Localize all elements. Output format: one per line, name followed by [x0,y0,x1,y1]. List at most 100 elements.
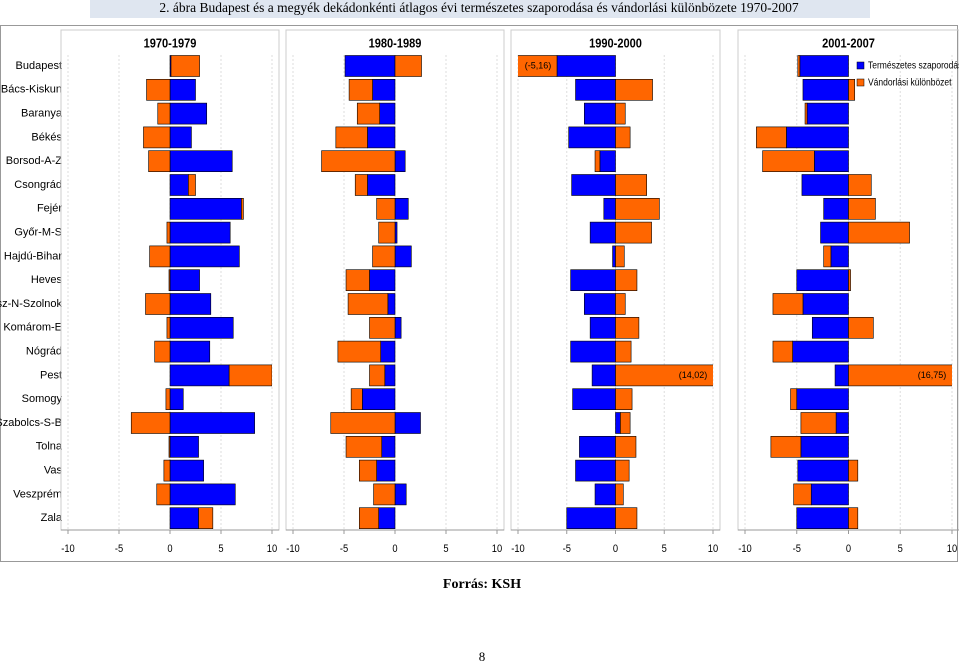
bar [169,79,196,101]
bar [848,269,851,292]
bar [579,435,616,458]
x-tick-label: 0 [392,543,397,555]
bar [394,483,407,506]
bar [762,150,815,172]
bar [823,245,832,268]
category-label: Fejér [37,203,62,215]
category-label: Veszprém [13,488,62,500]
bar [169,388,184,411]
x-tick-label: 0 [167,543,172,555]
bar [335,126,368,149]
bar [154,340,171,363]
category-label: Budapest [16,60,62,72]
category-label: Borsod-A-Z [6,155,63,167]
bar [801,174,849,196]
bars [756,55,952,530]
bar [800,435,849,458]
bar [169,174,189,196]
bar [568,126,616,149]
panel-title: 2001-2007 [822,36,875,51]
bar [615,316,640,339]
bar [615,102,626,125]
bar [575,79,616,101]
bar [321,150,396,172]
bar [583,293,616,315]
bar [615,459,630,482]
bar [369,364,386,387]
bar [615,412,621,434]
chart-frame [0,25,958,562]
bar [372,245,396,268]
series [344,55,421,530]
bar [157,102,171,125]
bar [156,483,171,506]
series [130,55,272,530]
bar [603,198,616,220]
bar [369,316,396,339]
bar [169,412,255,434]
bar [394,221,398,244]
bar [848,198,876,220]
bar [589,221,616,244]
bar [770,435,802,458]
bar [350,388,363,411]
bar [796,507,849,530]
bar [168,269,171,292]
bar [615,79,653,101]
bar [381,435,396,458]
bar [394,55,422,77]
bar [376,198,396,220]
bar [169,293,212,315]
bar [848,507,859,530]
x-tick-label: 10 [708,543,719,555]
bar [797,55,801,77]
bar [143,126,171,149]
category-label: Pest [40,369,62,381]
bar [848,221,910,244]
bar [166,316,171,339]
category-label: Heves [31,274,63,286]
category-label: Hajdú-Bihar [4,250,62,262]
bar [344,55,396,77]
bar [518,55,558,77]
bar [848,79,856,101]
category-label: Tolna [36,441,63,453]
bar [228,364,272,387]
x-tick-label: -5 [115,543,124,555]
x-tick-label: 10 [267,543,278,555]
title-band [90,0,870,18]
bar [169,340,211,363]
bar [358,459,377,482]
bar [615,221,652,244]
bar [556,55,616,77]
bar [804,102,808,125]
bar [169,198,242,220]
bar [802,293,849,315]
series [518,55,713,530]
bar [793,483,812,506]
bars [321,55,422,530]
bar [198,507,214,530]
bar [814,150,849,172]
bar [362,388,396,411]
bar [800,412,837,434]
bar [786,126,849,149]
category-label: Csongrád [14,179,62,191]
legend-label: Vándorlási különbözet [868,77,952,88]
series [786,55,849,530]
bar [367,126,396,149]
bar [169,269,200,292]
bar [591,364,616,387]
bar [615,388,633,411]
bar [756,126,787,149]
bar [615,245,625,268]
bar [772,340,793,363]
category-label: Baranya [21,108,63,120]
x-tick-label: 10 [947,543,958,555]
bar [394,198,409,220]
bar [615,435,637,458]
bar [620,412,631,434]
source: Forrás: KSH [443,577,521,592]
category-label: Nógrád [26,346,62,358]
bar [848,316,874,339]
